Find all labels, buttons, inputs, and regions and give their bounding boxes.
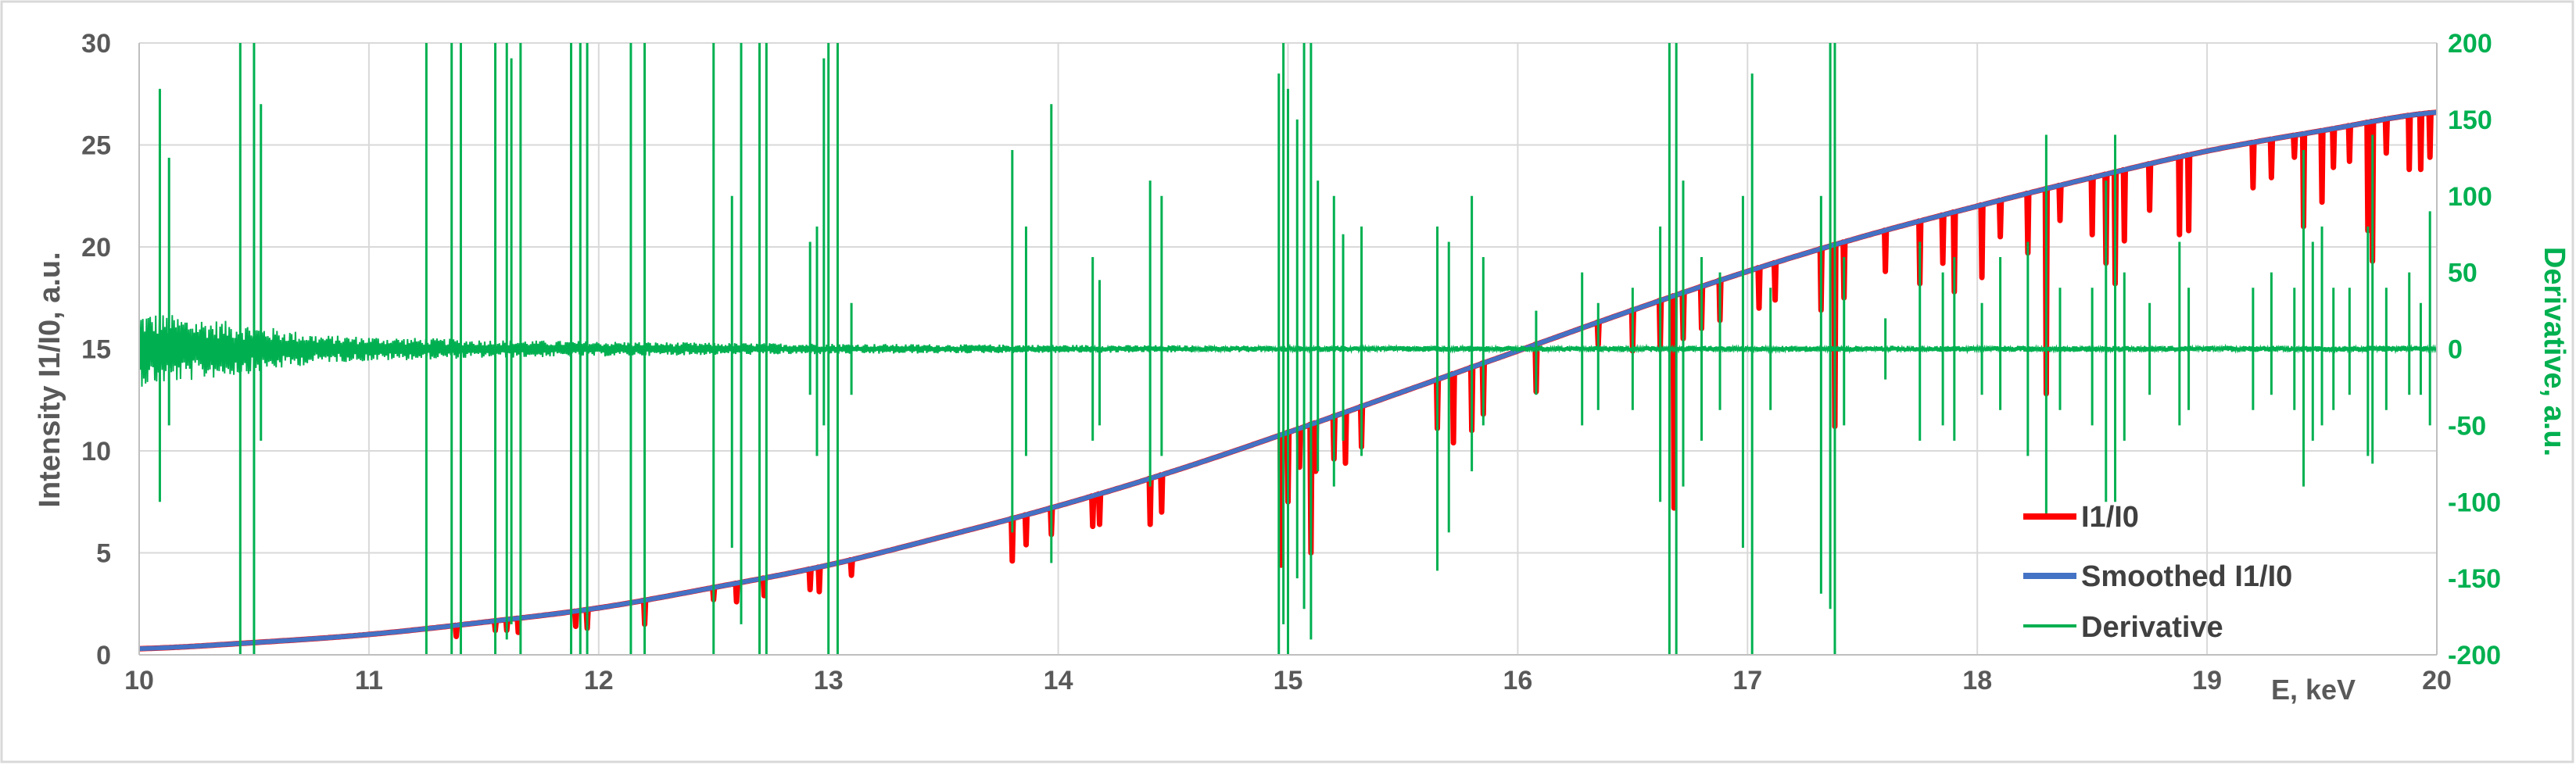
y-tick-label-left: 15 bbox=[81, 335, 111, 365]
y-tick-label-left: 20 bbox=[81, 233, 111, 263]
series-derivative bbox=[138, 43, 2438, 655]
x-tick-label: 15 bbox=[1274, 666, 1303, 695]
y-tick-label-right: 150 bbox=[2448, 105, 2492, 135]
y-tick-label-right: -200 bbox=[2448, 641, 2501, 670]
y-axis-title-left: Intensity I1/I0, a.u. bbox=[34, 252, 66, 507]
x-tick-label: 12 bbox=[584, 666, 614, 695]
legend-swatch-smoothed bbox=[2023, 573, 2076, 579]
y-tick-label-left: 10 bbox=[81, 437, 111, 467]
x-tick-label: 13 bbox=[814, 666, 844, 695]
x-tick-label: 19 bbox=[2192, 666, 2222, 695]
axes bbox=[138, 43, 2438, 656]
x-tick-label: 20 bbox=[2422, 666, 2452, 695]
y-tick-label-right: 200 bbox=[2448, 29, 2492, 59]
x-axis-title: E, keV bbox=[2271, 674, 2356, 706]
y-tick-label-right: -100 bbox=[2448, 488, 2501, 517]
y-tick-label-right: 100 bbox=[2448, 182, 2492, 212]
legend-label-derivative: Derivative bbox=[2081, 611, 2223, 644]
legend: I1/I0 Smoothed I1/I0 Derivative bbox=[2023, 501, 2292, 644]
y-tick-label-left: 30 bbox=[81, 29, 111, 59]
y-axis-title-right: Derivative, a.u. bbox=[2538, 247, 2571, 456]
y-tick-label-right: 0 bbox=[2448, 335, 2463, 365]
x-tick-label: 17 bbox=[1732, 666, 1762, 695]
legend-label-smoothed: Smoothed I1/I0 bbox=[2081, 560, 2292, 593]
tick-labels: 10 11 12 13 14 15 16 17 18 19 20051015202530-200-1… bbox=[81, 29, 2501, 695]
y-tick-label-right: -150 bbox=[2448, 564, 2501, 594]
y-tick-label-right: -50 bbox=[2448, 411, 2486, 441]
legend-swatch-i1-i0 bbox=[2023, 513, 2076, 520]
x-tick-label: 18 bbox=[1962, 666, 1992, 695]
y-tick-label-left: 25 bbox=[81, 131, 111, 161]
legend-swatch-derivative bbox=[2023, 624, 2076, 627]
y-tick-label-left: 0 bbox=[96, 641, 111, 670]
x-tick-label: 14 bbox=[1044, 666, 1073, 695]
y-tick-label-right: 50 bbox=[2448, 259, 2477, 288]
legend-label-i1-i0: I1/I0 bbox=[2081, 501, 2139, 534]
x-tick-label: 10 bbox=[124, 666, 154, 695]
x-tick-label: 11 bbox=[355, 666, 383, 695]
y-tick-label-left: 5 bbox=[96, 539, 111, 569]
x-tick-label: 16 bbox=[1503, 666, 1532, 695]
